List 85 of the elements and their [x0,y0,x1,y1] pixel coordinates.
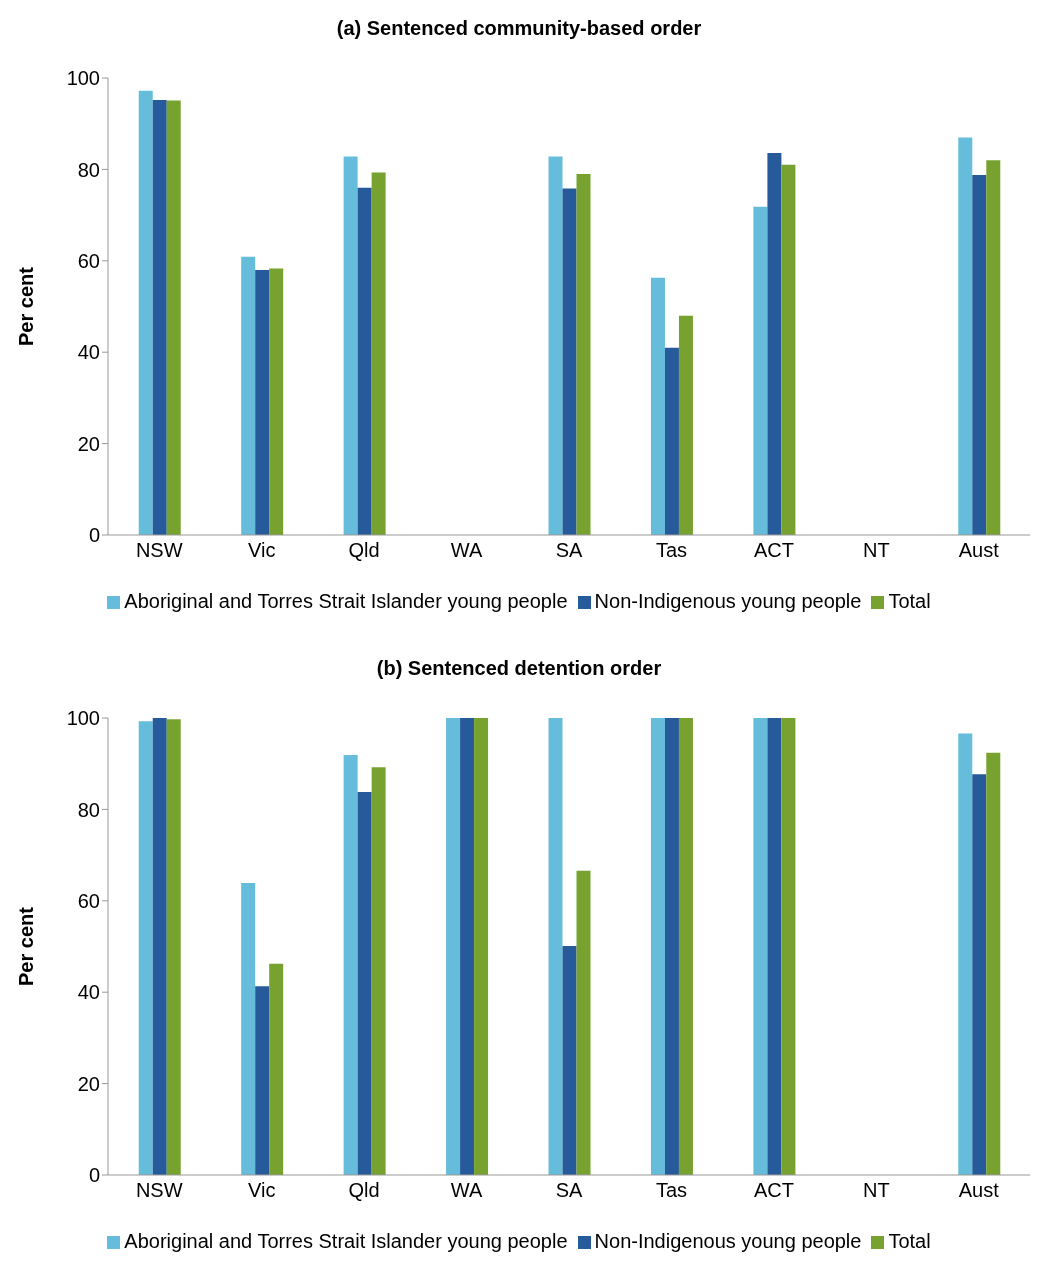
bar [269,963,284,1175]
x-tick-label: Tas [655,539,688,562]
x-tick-label: ACT [753,539,794,562]
bar [958,137,973,535]
legend-label: Total [888,1230,931,1252]
y-tick-label: 0 [88,1164,100,1187]
x-tick-label: ACT [753,1179,794,1202]
bar [562,946,577,1175]
bar [753,718,768,1175]
bar [357,792,372,1175]
y-tick-label: 40 [77,341,100,364]
bar [255,986,270,1175]
y-tick-label: 60 [77,889,100,912]
bar [958,733,973,1175]
bar [371,767,386,1175]
x-tick-label: WA [450,539,483,562]
y-tick-label: 80 [77,158,100,181]
y-tick-label: 60 [77,249,100,272]
y-tick-label: 20 [77,1072,100,1095]
y-tick-label: 80 [77,798,100,821]
bar [986,752,1001,1175]
x-tick-label: Tas [655,1179,688,1202]
legend-label: Total [888,590,931,612]
x-tick-label: Qld [348,1179,380,1202]
bar [548,156,563,535]
bar [562,188,577,535]
bar [576,870,591,1175]
y-tick-label: 40 [77,981,100,1004]
bar [343,755,358,1175]
x-tick-label: Aust [958,1179,1000,1202]
bar [650,718,665,1175]
chart-title: (b) Sentenced detention order [375,656,663,681]
bar [972,774,987,1175]
bar [357,187,372,535]
bar [138,90,153,535]
x-tick-label: Aust [958,539,1000,562]
x-tick-label: SA [555,539,583,562]
legend-label: Aboriginal and Torres Strait Islander young people [124,590,568,612]
bar [781,718,796,1175]
y-axis-title: Per cent [15,906,38,986]
bar [678,718,693,1175]
x-tick-label: NSW [135,1179,183,1202]
legend-label: Non-Indigenous young people [594,1230,862,1252]
y-tick-label: 0 [88,524,100,547]
bar [548,718,563,1175]
bar [460,718,475,1175]
bar [664,347,679,535]
bar [664,718,679,1175]
bar [255,269,270,535]
y-tick-label: 100 [66,67,100,90]
bar [650,277,665,535]
bar [241,256,256,535]
x-tick-label: NSW [135,539,183,562]
bar [152,99,167,535]
bar [753,206,768,535]
bar [972,174,987,535]
legend-label: Non-Indigenous young people [594,590,862,612]
bar [986,160,1001,535]
bar [166,719,181,1175]
bar [138,721,153,1175]
bar [474,718,489,1175]
y-tick-label: 20 [77,432,100,455]
bar [678,315,693,535]
bar [767,718,782,1175]
x-tick-label: SA [555,1179,583,1202]
bar [241,882,256,1175]
bar [343,156,358,535]
bar [576,173,591,535]
x-tick-label: Qld [348,539,380,562]
bar [446,718,461,1175]
bar [767,152,782,535]
bar [781,164,796,535]
bar [371,172,386,535]
x-tick-label: Vic [247,1179,276,1202]
x-tick-label: NT [863,539,890,562]
y-axis-title: Per cent [15,266,38,346]
y-tick-label: 100 [66,707,100,730]
bar [166,100,181,535]
bar [152,718,167,1175]
legend-label: Aboriginal and Torres Strait Islander young people [124,1230,568,1252]
chart-title: (a) Sentenced community-based order [335,16,703,41]
x-tick-label: WA [450,1179,483,1202]
bar [269,268,284,535]
x-tick-label: Vic [247,539,276,562]
x-tick-label: NT [863,1179,890,1202]
